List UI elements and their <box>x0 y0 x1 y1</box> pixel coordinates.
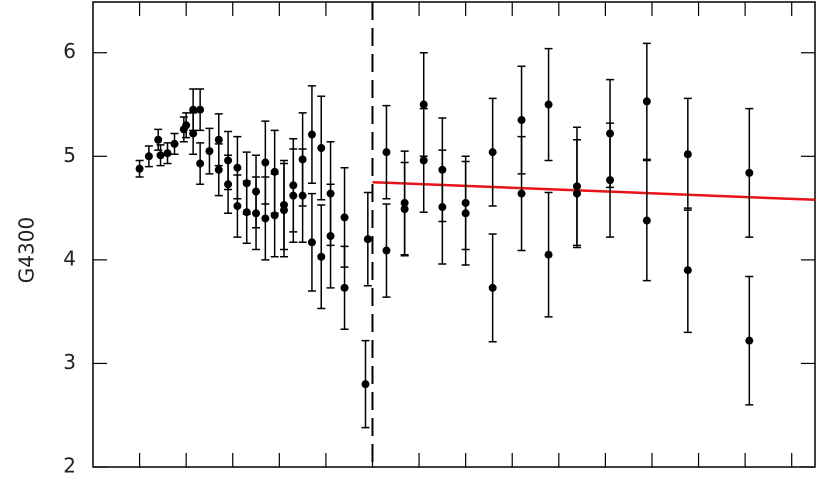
data-point <box>214 165 223 174</box>
data-point <box>572 189 581 198</box>
data-point <box>340 283 349 292</box>
data-point <box>419 156 428 165</box>
data-point <box>170 139 179 148</box>
data-point <box>182 121 191 130</box>
fit-line <box>372 180 816 202</box>
data-point <box>363 235 372 244</box>
data-point <box>683 266 692 275</box>
data-point <box>745 168 754 177</box>
data-point <box>544 250 553 259</box>
data-point <box>144 152 153 161</box>
data-point <box>196 105 205 114</box>
data-point <box>279 206 288 215</box>
data-point <box>326 232 335 241</box>
y-tick-label: 6 <box>63 39 76 63</box>
y-tick-label: 2 <box>63 454 76 477</box>
data-point <box>307 238 316 247</box>
data-point <box>419 100 428 109</box>
data-point <box>289 191 298 200</box>
data-point <box>361 380 370 389</box>
data-point <box>488 148 497 157</box>
data-point <box>307 130 316 139</box>
data-point <box>317 252 326 261</box>
data-point <box>252 209 261 218</box>
data-point <box>270 211 279 220</box>
data-point <box>382 148 391 157</box>
data-point <box>544 100 553 109</box>
data-point <box>317 144 326 153</box>
data-point <box>233 202 242 211</box>
data-point <box>642 216 651 225</box>
data-point <box>517 189 526 198</box>
data-point <box>242 208 251 217</box>
data-point <box>488 283 497 292</box>
data-point <box>233 163 242 172</box>
y-tick-label: 4 <box>63 246 76 270</box>
data-point <box>135 164 144 173</box>
data-point <box>154 135 163 144</box>
data-point <box>214 135 223 144</box>
data-point <box>189 129 198 138</box>
y-tick-label: 5 <box>63 143 76 167</box>
data-point <box>400 205 409 214</box>
y-tick-label: 3 <box>63 350 76 374</box>
data-point <box>163 149 172 158</box>
plot-frame <box>92 1 816 468</box>
data-point <box>438 203 447 212</box>
data-point <box>189 105 198 114</box>
data-point <box>642 97 651 106</box>
data-point <box>745 336 754 345</box>
data-point <box>517 116 526 125</box>
data-point <box>205 147 214 156</box>
data-point <box>298 191 307 200</box>
data-point <box>156 151 165 160</box>
data-point <box>340 213 349 222</box>
data-point <box>461 209 470 218</box>
data-point <box>606 176 615 185</box>
data-point <box>196 159 205 168</box>
data-point <box>382 246 391 255</box>
data-point <box>261 158 270 167</box>
data-point <box>683 150 692 159</box>
data-point <box>224 180 233 189</box>
y-axis-label: G4300 <box>15 217 39 283</box>
data-point <box>261 214 270 223</box>
